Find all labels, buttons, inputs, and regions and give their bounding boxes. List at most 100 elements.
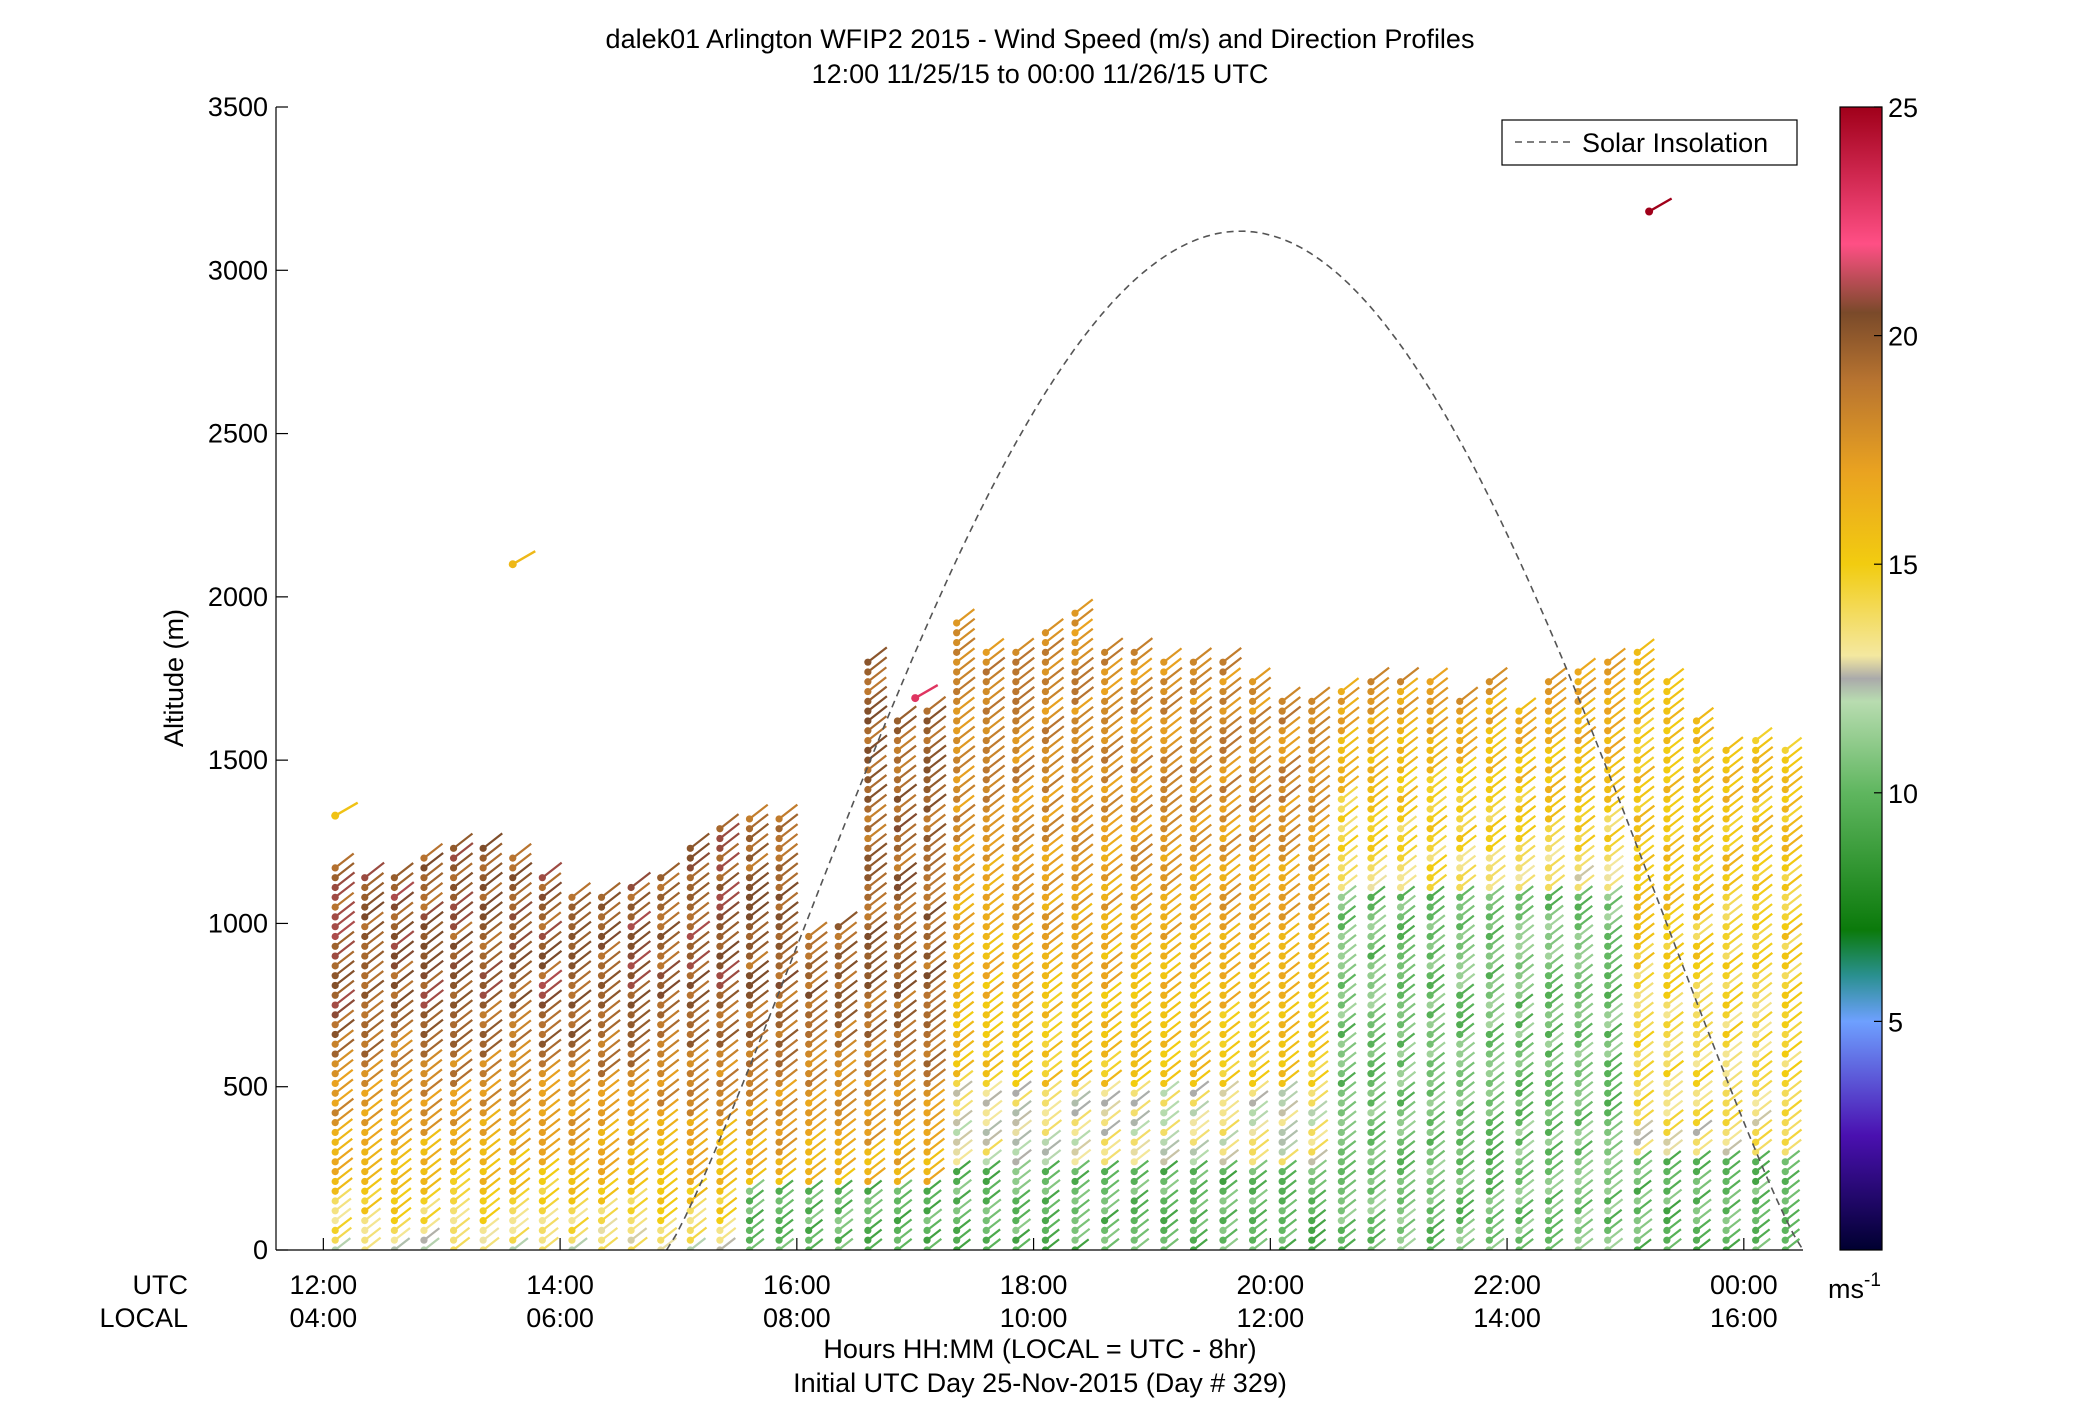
wind-barb-point [893,805,902,813]
wind-barb-point [1012,717,1020,725]
wind-barb-shaft [778,823,799,840]
wind-barb-shaft [334,998,356,1016]
wind-barb-shaft [1074,696,1094,713]
wind-barb-shaft [512,1058,532,1075]
wind-barb-point [1189,981,1197,990]
wind-barb-point [1396,1099,1405,1107]
wind-barb-shaft [748,881,770,899]
wind-barb-point [686,893,694,901]
wind-barb-shaft [571,1038,592,1055]
wind-barb-point [953,1079,961,1088]
wind-barb-point [893,785,902,794]
wind-barb-shaft [1192,715,1213,732]
wind-barb-point [1189,825,1197,833]
wind-barb-shaft [1281,803,1301,820]
wind-barb-shaft [807,921,828,938]
wind-barb-point [923,1177,931,1186]
wind-barb-point [805,1079,813,1088]
wind-barb-point [953,1246,961,1250]
wind-barb-point [864,678,872,686]
wind-barb-shaft [837,1127,857,1144]
wind-barb-point [1633,932,1641,941]
wind-barb-shaft [334,950,355,967]
wind-barb-shaft [1577,716,1596,732]
wind-barb-point [538,1187,546,1195]
wind-barb-point [1663,1187,1671,1195]
wind-barb-shaft [393,881,415,899]
wind-barb-shaft [926,1048,947,1065]
wind-barb-point [1337,687,1345,696]
wind-barb-point [1130,1070,1138,1078]
wind-barb-point [509,1070,517,1078]
wind-barb-point [1604,668,1612,676]
wind-barb-shaft [1311,804,1331,820]
wind-barb-point [1604,1099,1612,1107]
wind-barb-point [805,972,813,980]
wind-barb-point [1041,648,1050,656]
wind-barb-point [805,1060,813,1068]
wind-barb-point [449,1109,458,1117]
wind-barb-point [864,1021,872,1029]
wind-barb-point [1130,785,1138,794]
wind-barb-point [1012,727,1020,735]
wind-barb-shaft [985,656,1006,673]
wind-barb-shaft [1281,863,1301,879]
wind-barb-shaft [452,989,474,1006]
wind-barb-point [1663,923,1671,931]
wind-barb-point [716,981,724,990]
wind-barb-point [568,1021,576,1029]
wind-barb-point [1219,727,1227,735]
wind-barb-point [361,903,369,911]
wind-barb-shaft [926,773,947,791]
wind-barb-shaft [985,823,1005,840]
wind-barb-shaft [1103,922,1123,938]
wind-barb-shaft [482,1018,503,1036]
wind-barb-shaft [1577,657,1597,673]
wind-barb-point [390,1187,398,1195]
wind-barb-point [1663,991,1671,999]
wind-barb-shaft [807,1107,827,1124]
wind-barb-shaft [1399,785,1419,801]
wind-barb-point [1101,1168,1109,1176]
wind-barb-point [1012,952,1020,960]
wind-barb-shaft [334,871,356,889]
wind-barb-shaft [541,1127,561,1144]
wind-barb-shaft [1192,666,1213,683]
wind-barb-point [1012,668,1020,676]
wind-barb-shaft [1044,637,1065,654]
wind-barb-point [1101,1197,1109,1205]
wind-barb-shaft [482,989,503,1006]
wind-barb-point [686,1021,694,1029]
wind-barb-shaft [1133,902,1152,918]
wind-barb-point [893,1030,902,1039]
wind-barb-point [449,1011,458,1019]
wind-barb-point [1041,834,1050,843]
wind-barb-shaft [1251,833,1272,850]
wind-barb-shaft [955,608,976,624]
wind-barb-point [686,1138,694,1146]
wind-barb-point [1189,1217,1197,1225]
wind-barb-point [834,1236,842,1244]
wind-barb-point [361,1099,369,1107]
wind-barb-point [1012,903,1020,911]
wind-barb-point [1515,815,1523,823]
wind-barb-point [1367,1050,1375,1058]
wind-barb-point [1426,707,1434,715]
wind-barb-point [1396,1070,1405,1078]
wind-barb-shaft [571,882,592,899]
wind-barb-point [1278,874,1286,882]
wind-barb-point [1071,1177,1079,1186]
wind-barb-shaft [600,1009,621,1026]
wind-barb-shaft [452,999,474,1016]
wind-barb-point [1604,893,1612,901]
wind-barb-point [982,844,990,852]
wind-barb-shaft [600,881,621,899]
wind-barb-point [716,1226,724,1235]
wind-barb-shaft [541,861,563,879]
wind-barb-point [1308,981,1316,990]
wind-barb-point [390,1079,398,1088]
wind-barb-point [805,1128,813,1137]
wind-barb-shaft [482,1147,501,1163]
wind-barb-point [893,825,902,833]
wind-barb-shaft [1429,755,1448,771]
